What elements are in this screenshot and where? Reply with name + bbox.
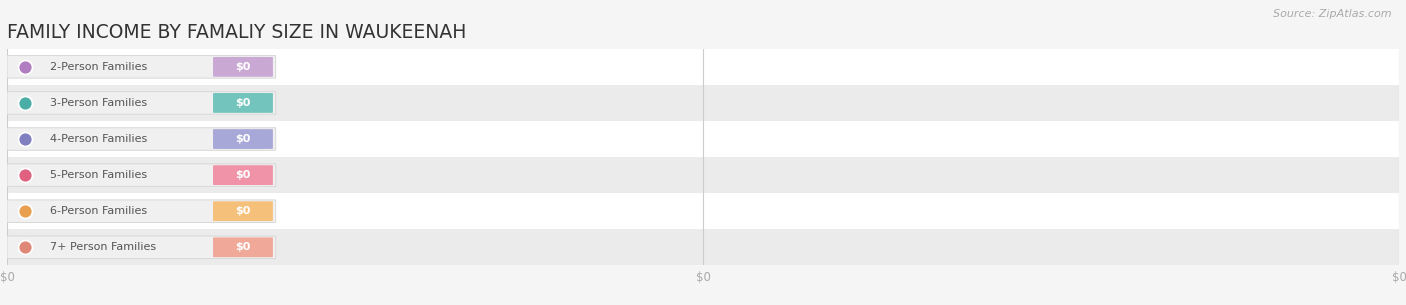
FancyBboxPatch shape <box>214 165 273 185</box>
Bar <box>7 193 1399 229</box>
FancyBboxPatch shape <box>214 201 273 221</box>
FancyBboxPatch shape <box>7 164 276 186</box>
Text: 2-Person Families: 2-Person Families <box>51 62 148 72</box>
Text: 6-Person Families: 6-Person Families <box>51 206 148 216</box>
Bar <box>7 121 1399 157</box>
Text: 7+ Person Families: 7+ Person Families <box>51 242 156 252</box>
FancyBboxPatch shape <box>214 237 273 257</box>
Text: $0: $0 <box>235 134 250 144</box>
Text: 5-Person Families: 5-Person Families <box>51 170 148 180</box>
FancyBboxPatch shape <box>7 128 276 150</box>
FancyBboxPatch shape <box>7 56 276 78</box>
Bar <box>7 157 1399 193</box>
Text: 4-Person Families: 4-Person Families <box>51 134 148 144</box>
FancyBboxPatch shape <box>214 57 273 77</box>
Text: $0: $0 <box>235 62 250 72</box>
Bar <box>7 85 1399 121</box>
FancyBboxPatch shape <box>214 129 273 149</box>
Text: $0: $0 <box>235 206 250 216</box>
Text: $0: $0 <box>235 170 250 180</box>
Text: $0: $0 <box>235 242 250 252</box>
FancyBboxPatch shape <box>7 92 276 114</box>
Bar <box>7 49 1399 85</box>
Text: $0: $0 <box>235 98 250 108</box>
Text: Source: ZipAtlas.com: Source: ZipAtlas.com <box>1274 9 1392 19</box>
Text: FAMILY INCOME BY FAMALIY SIZE IN WAUKEENAH: FAMILY INCOME BY FAMALIY SIZE IN WAUKEEN… <box>7 23 467 42</box>
Bar <box>7 229 1399 265</box>
FancyBboxPatch shape <box>7 200 276 223</box>
FancyBboxPatch shape <box>214 93 273 113</box>
Text: 3-Person Families: 3-Person Families <box>51 98 148 108</box>
FancyBboxPatch shape <box>7 236 276 259</box>
